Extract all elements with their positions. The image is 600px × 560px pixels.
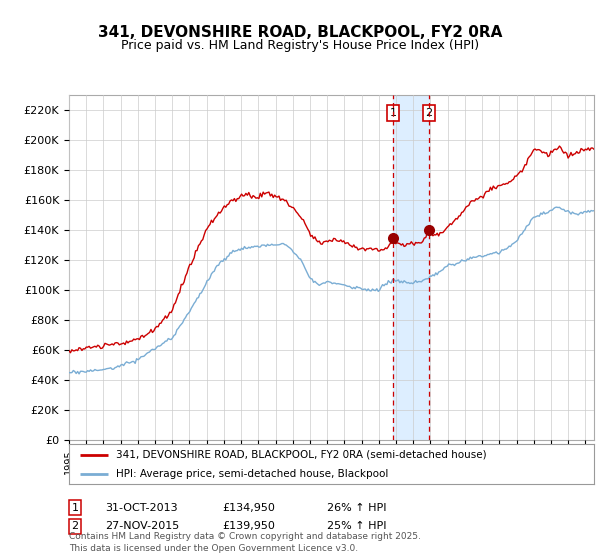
Text: HPI: Average price, semi-detached house, Blackpool: HPI: Average price, semi-detached house,… [116,469,389,478]
Text: 2: 2 [425,108,433,118]
Text: 341, DEVONSHIRE ROAD, BLACKPOOL, FY2 0RA (semi-detached house): 341, DEVONSHIRE ROAD, BLACKPOOL, FY2 0RA… [116,450,487,460]
Text: 1: 1 [71,503,79,513]
Text: 1: 1 [389,108,397,118]
Bar [393,95,429,440]
Text: Contains HM Land Registry data © Crown copyright and database right 2025.
This d: Contains HM Land Registry data © Crown c… [69,533,421,553]
Text: 2: 2 [71,521,79,531]
Text: 26% ↑ HPI: 26% ↑ HPI [327,503,386,513]
Text: Price paid vs. HM Land Registry's House Price Index (HPI): Price paid vs. HM Land Registry's House … [121,39,479,53]
Text: 25% ↑ HPI: 25% ↑ HPI [327,521,386,531]
Text: £134,950: £134,950 [222,503,275,513]
Text: 31-OCT-2013: 31-OCT-2013 [105,503,178,513]
Text: 341, DEVONSHIRE ROAD, BLACKPOOL, FY2 0RA: 341, DEVONSHIRE ROAD, BLACKPOOL, FY2 0RA [98,25,502,40]
Text: £139,950: £139,950 [222,521,275,531]
Text: 27-NOV-2015: 27-NOV-2015 [105,521,179,531]
